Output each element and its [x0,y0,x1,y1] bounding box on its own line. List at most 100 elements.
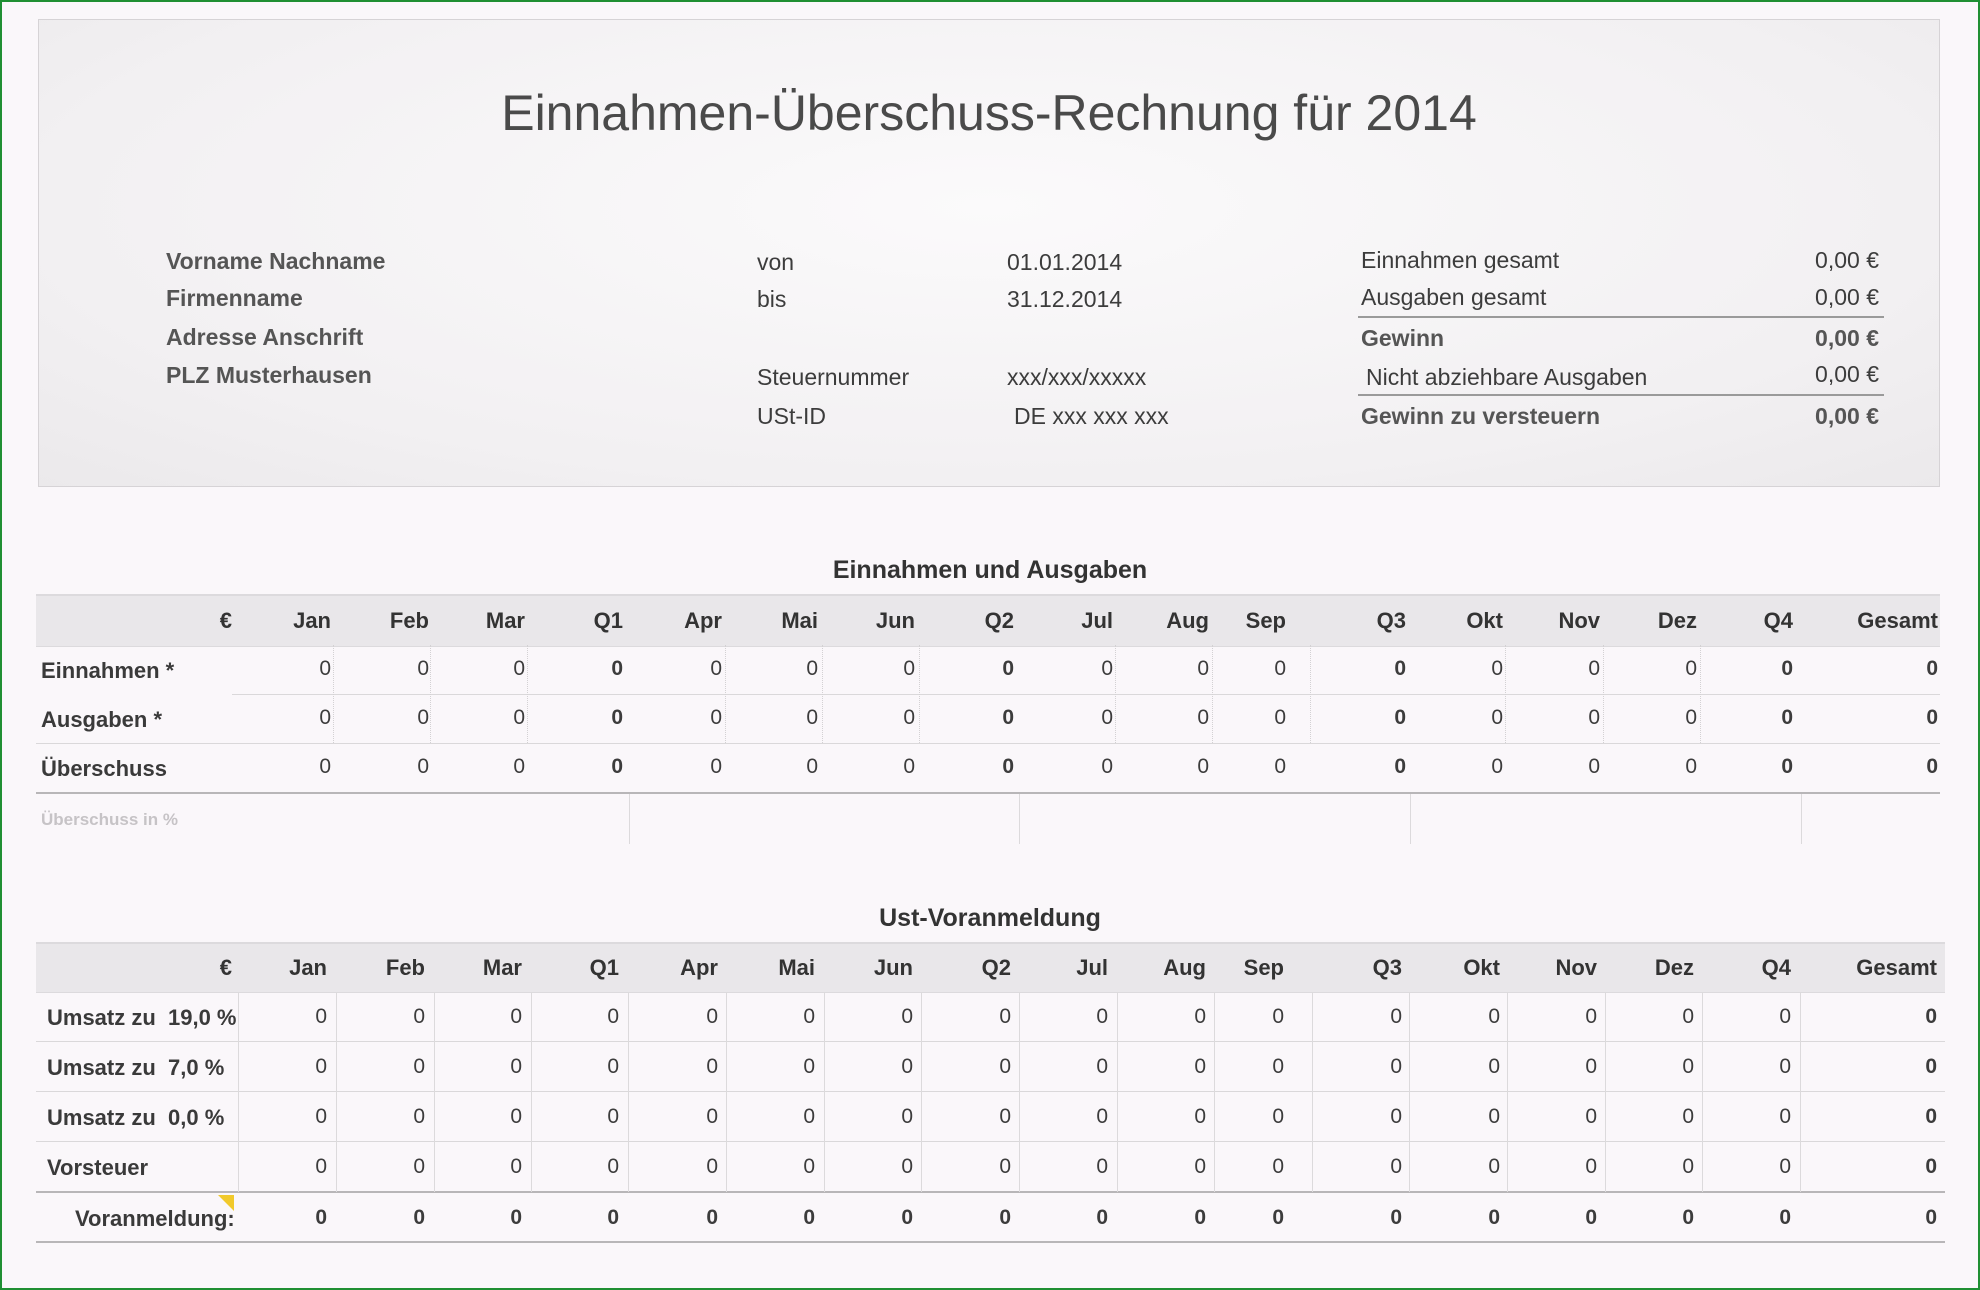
table-cell[interactable]: 0 [315,1105,327,1128]
table-cell[interactable]: 0 [803,1105,815,1128]
table-cell[interactable]: 0 [417,706,429,729]
table-cell[interactable]: 0 [1779,1155,1791,1178]
table-cell[interactable]: 0 [607,1105,619,1128]
table-cell[interactable]: 0 [1588,657,1600,680]
table-cell[interactable]: 0 [513,657,525,680]
table-cell[interactable]: 0 [1197,706,1209,729]
table-cell[interactable]: 0 [510,1105,522,1128]
table-cell[interactable]: 0 [413,1105,425,1128]
table-cell[interactable]: 0 [1394,755,1406,778]
table-cell[interactable]: 0 [1685,706,1697,729]
table-cell[interactable]: 0 [999,1105,1011,1128]
comment-marker-icon[interactable] [218,1195,234,1211]
table-cell[interactable]: 0 [607,1155,619,1178]
table-cell[interactable]: 0 [1585,1155,1597,1178]
table-cell[interactable]: 0 [706,1005,718,1028]
table-cell[interactable]: 0 [901,1005,913,1028]
table-cell[interactable]: 0 [315,1055,327,1078]
table-cell[interactable]: 0 [710,706,722,729]
table-cell[interactable]: 0 [315,1005,327,1028]
table-cell[interactable]: 0 [1925,1105,1937,1128]
table-cell[interactable]: 0 [417,755,429,778]
table-cell[interactable]: 0 [1274,657,1286,680]
table-cell[interactable]: 0 [611,706,623,729]
table-cell[interactable]: 0 [806,706,818,729]
table-cell[interactable]: 0 [999,1005,1011,1028]
table-cell[interactable]: 0 [803,1005,815,1028]
table-cell[interactable]: 0 [611,755,623,778]
table-cell[interactable]: 0 [1588,706,1600,729]
table-cell[interactable]: 0 [1096,1055,1108,1078]
table-cell[interactable]: 0 [706,1055,718,1078]
table-cell[interactable]: 0 [1274,706,1286,729]
table-cell[interactable]: 0 [1488,1055,1500,1078]
table-cell[interactable]: 0 [1925,1155,1937,1178]
table-cell[interactable]: 0 [1682,1155,1694,1178]
table-cell[interactable]: 0 [1194,1105,1206,1128]
table-cell[interactable]: 0 [607,1055,619,1078]
table-cell[interactable]: 0 [706,1105,718,1128]
table-cell[interactable]: 0 [1101,706,1113,729]
table-cell[interactable]: 0 [510,1155,522,1178]
table-cell[interactable]: 0 [1272,1155,1284,1178]
table-cell[interactable]: 0 [1779,1105,1791,1128]
table-cell[interactable]: 0 [803,1055,815,1078]
table-cell[interactable]: 0 [1779,1005,1791,1028]
table-cell[interactable]: 0 [903,706,915,729]
table-cell[interactable]: 0 [413,1155,425,1178]
table-cell[interactable]: 0 [999,1155,1011,1178]
table-cell[interactable]: 0 [1925,1055,1937,1078]
table-cell[interactable]: 0 [1194,1055,1206,1078]
table-cell[interactable]: 0 [413,1005,425,1028]
table-cell[interactable]: 0 [1781,755,1793,778]
table-cell[interactable]: 0 [1781,657,1793,680]
table-cell[interactable]: 0 [1390,1105,1402,1128]
table-cell[interactable]: 0 [1491,755,1503,778]
table-cell[interactable]: 0 [1194,1005,1206,1028]
table-cell[interactable]: 0 [510,1005,522,1028]
table-cell[interactable]: 0 [1585,1055,1597,1078]
table-cell[interactable]: 0 [901,1055,913,1078]
table-cell[interactable]: 0 [1390,1155,1402,1178]
table-cell[interactable]: 0 [1926,755,1938,778]
table-cell[interactable]: 0 [1682,1055,1694,1078]
table-cell[interactable]: 0 [607,1005,619,1028]
table-cell[interactable]: 0 [1096,1105,1108,1128]
table-cell[interactable]: 0 [1101,657,1113,680]
table-cell[interactable]: 0 [319,657,331,680]
table-cell[interactable]: 0 [1394,706,1406,729]
table-cell[interactable]: 0 [903,755,915,778]
table-cell[interactable]: 0 [1197,657,1209,680]
table-cell[interactable]: 0 [1925,1005,1937,1028]
table-cell[interactable]: 0 [1585,1005,1597,1028]
table-cell[interactable]: 0 [1491,706,1503,729]
table-cell[interactable]: 0 [1585,1105,1597,1128]
table-cell[interactable]: 0 [710,657,722,680]
table-cell[interactable]: 0 [1002,755,1014,778]
table-cell[interactable]: 0 [806,755,818,778]
table-cell[interactable]: 0 [1588,755,1600,778]
table-cell[interactable]: 0 [1096,1005,1108,1028]
table-cell[interactable]: 0 [1779,1055,1791,1078]
table-cell[interactable]: 0 [510,1055,522,1078]
table-cell[interactable]: 0 [513,755,525,778]
table-cell[interactable]: 0 [903,657,915,680]
table-cell[interactable]: 0 [513,706,525,729]
table-cell[interactable]: 0 [710,755,722,778]
table-cell[interactable]: 0 [1682,1105,1694,1128]
table-cell[interactable]: 0 [1685,755,1697,778]
table-cell[interactable]: 0 [417,657,429,680]
table-cell[interactable]: 0 [1682,1005,1694,1028]
vat-id-value[interactable]: DE xxx xxx xxx [1014,403,1169,429]
table-cell[interactable]: 0 [1197,755,1209,778]
table-cell[interactable]: 0 [1274,755,1286,778]
table-cell[interactable]: 0 [1194,1155,1206,1178]
table-cell[interactable]: 0 [1390,1055,1402,1078]
table-cell[interactable]: 0 [1488,1105,1500,1128]
tax-number-value[interactable]: xxx/xxx/xxxxx [1007,364,1147,390]
table-cell[interactable]: 0 [1394,657,1406,680]
table-cell[interactable]: 0 [1096,1155,1108,1178]
table-cell[interactable]: 0 [1926,657,1938,680]
table-cell[interactable]: 0 [1488,1155,1500,1178]
table-cell[interactable]: 0 [1002,706,1014,729]
